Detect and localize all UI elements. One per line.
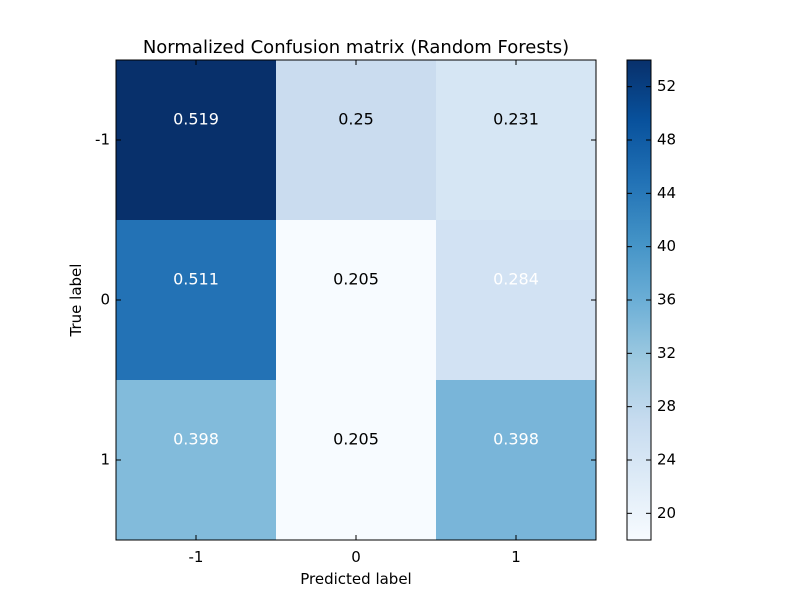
cell-value-labels: 0.519 0.25 0.231 0.511 0.205 0.284 0.398 0.205 0… [173,110,539,449]
y-tick-label: 1 [100,451,110,469]
heatmap-cell-r1-c1 [276,220,436,380]
cell-label-r2-c2: 0.398 [493,430,539,449]
heatmap-cell-r1-c0 [116,220,276,380]
colorbar-tick-label: 28 [657,397,676,415]
colorbar-tick-label: 52 [657,77,676,95]
x-axis-ticks: -1 0 1 [189,60,521,566]
heatmap-cell-r0-c2 [436,60,596,220]
heatmap-cell-r2-c0 [116,380,276,540]
colorbar-ticks: 20 24 28 32 36 40 44 48 52 [627,77,676,522]
colorbar-tick-label: 36 [657,291,676,309]
colorbar-tick-label: 44 [657,184,676,202]
y-axis-label: True label [67,264,85,338]
cell-label-r1-c2: 0.284 [493,270,539,289]
cell-label-r0-c2: 0.231 [493,110,539,129]
y-axis-ticks: -1 0 1 [95,131,596,469]
chart-title: Normalized Confusion matrix (Random Fore… [143,37,569,58]
y-tick-label: -1 [95,131,110,149]
colorbar-tick-label: 40 [657,237,676,255]
heatmap-cells [116,60,596,540]
cell-label-r1-c1: 0.205 [333,270,379,289]
heatmap-cell-r1-c2 [436,220,596,380]
heatmap-cell-r0-c1 [276,60,436,220]
colorbar-tick-label: 32 [657,344,676,362]
cell-label-r0-c1: 0.25 [338,110,374,129]
colorbar-tick-label: 24 [657,451,676,469]
heatmap-cell-r0-c0 [116,60,276,220]
cell-label-r2-c1: 0.205 [333,430,379,449]
heatmap-cell-r2-c1 [276,380,436,540]
x-axis-label: Predicted label [300,570,411,588]
cell-label-r1-c0: 0.511 [173,270,219,289]
colorbar-tick-label: 48 [657,131,676,149]
cell-label-r0-c0: 0.519 [173,110,219,129]
heatmap-cell-r2-c2 [436,380,596,540]
x-tick-label: -1 [189,548,204,566]
x-tick-label: 0 [351,548,361,566]
y-tick-label: 0 [100,291,110,309]
cell-label-r2-c0: 0.398 [173,430,219,449]
x-tick-label: 1 [511,548,521,566]
colorbar-tick-label: 20 [657,504,676,522]
